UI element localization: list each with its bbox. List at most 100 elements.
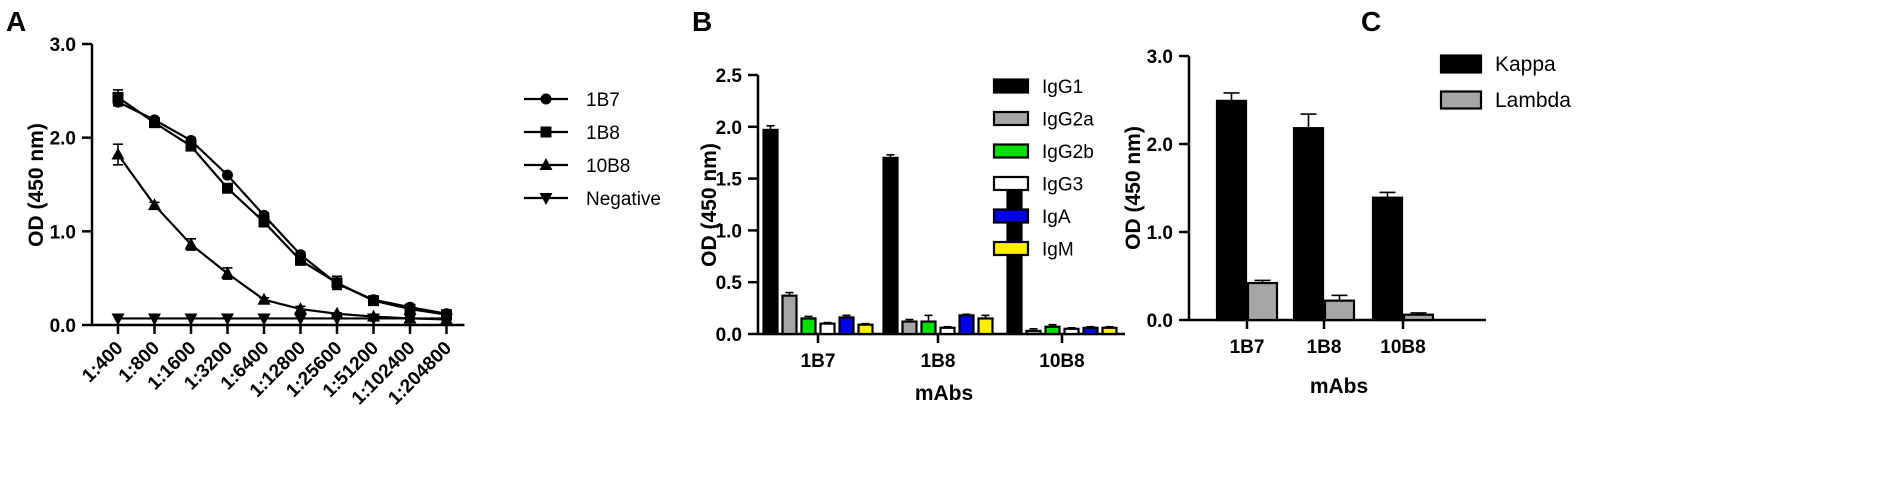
bar-1b7-igg2a: [781, 291, 798, 336]
data-point: [294, 313, 307, 326]
panel-c-letter: C: [1361, 6, 1381, 37]
y-tick-label: 2.0: [50, 129, 76, 150]
data-point: [367, 313, 380, 326]
series-line: [117, 153, 447, 321]
bar: [882, 156, 899, 336]
legend-swatch: [992, 78, 1030, 94]
legend-label: 10B8: [586, 156, 630, 177]
bar-1b7-igg2b: [800, 315, 817, 336]
legend-label: 1B8: [586, 123, 620, 144]
legend-swatch: [1439, 54, 1483, 74]
legend-swatch: [992, 208, 1030, 224]
bar-1b8-lambda: [1323, 294, 1356, 322]
y-tick-label: 0.0: [50, 316, 76, 337]
x-axis-title: mAbs: [915, 382, 973, 405]
bar: [1063, 327, 1080, 336]
bar-10b8-iga: [1082, 325, 1099, 336]
bar-10b8-lambda: [1402, 312, 1435, 322]
data-point: [222, 182, 233, 194]
legend-label: IgG1: [1042, 77, 1083, 98]
data-point: [331, 277, 343, 289]
bar: [1371, 196, 1404, 322]
legend-label: IgG3: [1042, 175, 1083, 196]
legend-label: 1B7: [586, 90, 620, 111]
legend-marker: [539, 158, 553, 170]
y-tick-label: 3.0: [1147, 47, 1173, 68]
bar-10b8-kappa: [1371, 191, 1404, 322]
bar: [958, 314, 975, 336]
bar-10b8-igm: [1101, 325, 1118, 336]
legend-label: IgG2b: [1042, 142, 1094, 163]
data-point: [111, 313, 125, 326]
bar-1b8-kappa: [1292, 113, 1325, 322]
panel-b-letter: B: [692, 6, 712, 37]
legend-swatch: [992, 175, 1030, 192]
bar-1b7-lambda: [1246, 279, 1279, 322]
legend-marker: [540, 93, 552, 105]
bar-1b8-igg2b: [920, 314, 937, 336]
data-point: [403, 313, 417, 326]
series-line: [117, 101, 447, 315]
y-tick-label: 2.5: [716, 66, 743, 87]
bar-1b8-igm: [977, 314, 994, 336]
bar: [939, 326, 956, 336]
data-point: [112, 91, 124, 103]
bar: [920, 320, 937, 336]
legend-label: Negative: [586, 189, 661, 210]
panel-a-line-chart: 0.01.02.03.0OD (450 nm)1:4001:8001:16001…: [25, 35, 661, 409]
data-point: [257, 313, 271, 326]
bar-1b8-igg2a: [901, 318, 918, 336]
bar-10b8-igg2a: [1025, 328, 1042, 336]
legend-swatch: [1439, 90, 1483, 110]
data-point: [295, 254, 306, 266]
y-tick-label: 1.5: [716, 170, 743, 191]
bar: [781, 294, 798, 336]
legend-label: Lambda: [1495, 89, 1571, 112]
bar-1b7-igg3: [819, 321, 836, 336]
bar: [1082, 326, 1099, 336]
bar: [857, 323, 874, 336]
y-tick-label: 1.0: [50, 222, 76, 243]
bar: [838, 316, 855, 336]
data-point: [368, 295, 379, 307]
y-tick-label: 1.0: [1147, 223, 1173, 244]
bar-10b8-igg2b: [1044, 323, 1061, 336]
panel-a-letter: A: [6, 6, 26, 37]
bar: [1044, 325, 1061, 336]
bar-1b7-igm: [857, 322, 874, 336]
data-point: [222, 169, 233, 181]
x-tick-label: 10B8: [1380, 337, 1425, 358]
bar: [1402, 313, 1435, 322]
data-point: [221, 313, 234, 326]
legend-marker: [539, 193, 553, 205]
bar: [1323, 299, 1356, 322]
y-tick-label: 0.0: [716, 325, 742, 346]
legend-label: Kappa: [1495, 53, 1556, 76]
data-point: [294, 302, 307, 315]
panel-c-bar-chart: 0.0 1.0 2.0 3.0 OD (450 nm) 1B7 1B8 10B8 mAbs Kap…: [1122, 47, 1571, 398]
bar: [819, 322, 836, 336]
bar-10b8-igg3: [1063, 326, 1080, 336]
bar: [1101, 326, 1118, 336]
y-tick-label: 0.0: [1147, 311, 1173, 332]
series-negative: [111, 313, 453, 326]
bar: [977, 317, 994, 336]
data-point: [148, 313, 161, 326]
bar-1b8-igg3: [939, 325, 956, 336]
legend-swatch: [992, 110, 1030, 127]
bar: [1292, 127, 1325, 322]
bar: [1025, 329, 1042, 336]
data-point: [221, 266, 234, 279]
x-tick-label: 1B7: [1230, 337, 1265, 358]
legend-label: IgG2a: [1042, 110, 1094, 131]
y-tick-label: 1.0: [716, 221, 742, 242]
data-point: [185, 140, 197, 152]
data-point: [149, 117, 160, 129]
bar-1b8-igg1: [882, 153, 899, 336]
bar-1b8-iga: [958, 313, 975, 336]
x-axis-title: mAbs: [1310, 375, 1368, 398]
bar: [1215, 99, 1248, 322]
data-point: [184, 237, 198, 250]
legend-marker: [540, 126, 552, 138]
